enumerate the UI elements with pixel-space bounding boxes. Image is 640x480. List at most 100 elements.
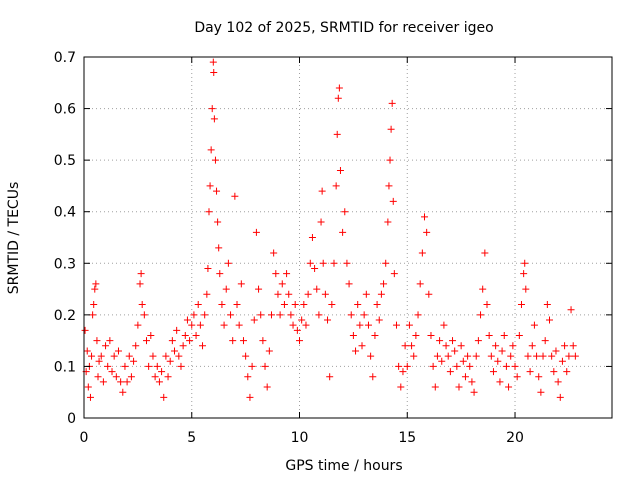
data-point [319, 259, 327, 267]
data-point [535, 373, 543, 381]
data-point [92, 280, 100, 288]
data-point [453, 362, 461, 370]
data-point [89, 311, 97, 319]
data-point [166, 357, 174, 365]
x-tick-label: 10 [291, 430, 309, 446]
data-point [153, 362, 161, 370]
data-point [302, 321, 310, 329]
data-point [474, 337, 482, 345]
data-point [306, 259, 314, 267]
data-point [94, 373, 102, 381]
data-point [431, 383, 439, 391]
data-point [520, 270, 528, 278]
data-point [255, 285, 263, 293]
data-point [517, 301, 525, 309]
data-point [210, 115, 218, 123]
data-point [112, 373, 120, 381]
data-point [556, 393, 564, 401]
data-point [446, 368, 454, 376]
data-point [457, 342, 465, 350]
data-point [436, 337, 444, 345]
data-point [162, 352, 170, 360]
data-point [429, 362, 437, 370]
data-point [563, 368, 571, 376]
data-point [227, 311, 235, 319]
data-point [188, 321, 196, 329]
data-point [215, 244, 223, 252]
y-tick-label: 0.3 [54, 256, 76, 272]
data-point [521, 259, 529, 267]
data-point [91, 285, 99, 293]
data-point [136, 280, 144, 288]
data-point [296, 337, 304, 345]
data-point [509, 342, 517, 350]
data-point [317, 218, 325, 226]
y-tick-label: 0.1 [54, 359, 76, 375]
data-point [546, 316, 554, 324]
data-point [410, 352, 418, 360]
data-point [99, 378, 107, 386]
data-point [416, 280, 424, 288]
data-point [526, 368, 534, 376]
data-point [168, 337, 176, 345]
data-point [313, 285, 321, 293]
data-point [218, 301, 226, 309]
data-point [186, 337, 194, 345]
data-point [119, 388, 127, 396]
x-tick-label: 5 [187, 430, 196, 446]
data-point [283, 270, 291, 278]
data-point [505, 383, 513, 391]
y-axis-label: SRMTID / TECUs [6, 182, 22, 295]
data-point [123, 378, 131, 386]
data-point [451, 347, 459, 355]
data-point [369, 373, 377, 381]
data-point [192, 331, 200, 339]
data-point [293, 326, 301, 334]
chart-title: Day 102 of 2025, SRMTID for receiver ige… [194, 20, 493, 36]
data-point [242, 352, 250, 360]
data-point [384, 218, 392, 226]
data-point [90, 301, 98, 309]
data-point [102, 342, 110, 350]
data-point [399, 368, 407, 376]
data-point [199, 342, 207, 350]
data-point [270, 249, 278, 257]
data-point [267, 311, 275, 319]
data-point [106, 337, 114, 345]
x-tick-label: 20 [506, 430, 524, 446]
data-point [81, 326, 89, 334]
axis-ticks [83, 56, 612, 419]
data-point [440, 321, 448, 329]
data-point [173, 326, 181, 334]
data-point [561, 342, 569, 350]
data-point [155, 378, 163, 386]
data-point [252, 228, 260, 236]
data-point [216, 270, 224, 278]
data-point [149, 352, 157, 360]
y-tick-label: 0 [67, 411, 76, 427]
data-point [239, 337, 247, 345]
data-point [287, 311, 295, 319]
data-point [408, 342, 416, 350]
data-point [427, 331, 435, 339]
data-point [330, 259, 338, 267]
data-point [550, 368, 558, 376]
data-point [224, 259, 232, 267]
data-point [190, 311, 198, 319]
x-tick-label: 0 [80, 430, 89, 446]
data-point [318, 187, 326, 195]
tick-labels: 0 0.1 0.2 0.3 0.4 0.5 0.6 0.7 0 5 10 15 20 [54, 50, 524, 446]
data-point [496, 378, 504, 386]
data-point [332, 182, 340, 190]
data-point [438, 357, 446, 365]
plot-frame [83, 56, 613, 419]
data-point [272, 270, 280, 278]
data-point [110, 352, 118, 360]
data-point [220, 321, 228, 329]
data-point [208, 105, 216, 113]
data-point [362, 290, 370, 298]
data-point [345, 280, 353, 288]
data-point [194, 301, 202, 309]
data-point [552, 347, 560, 355]
